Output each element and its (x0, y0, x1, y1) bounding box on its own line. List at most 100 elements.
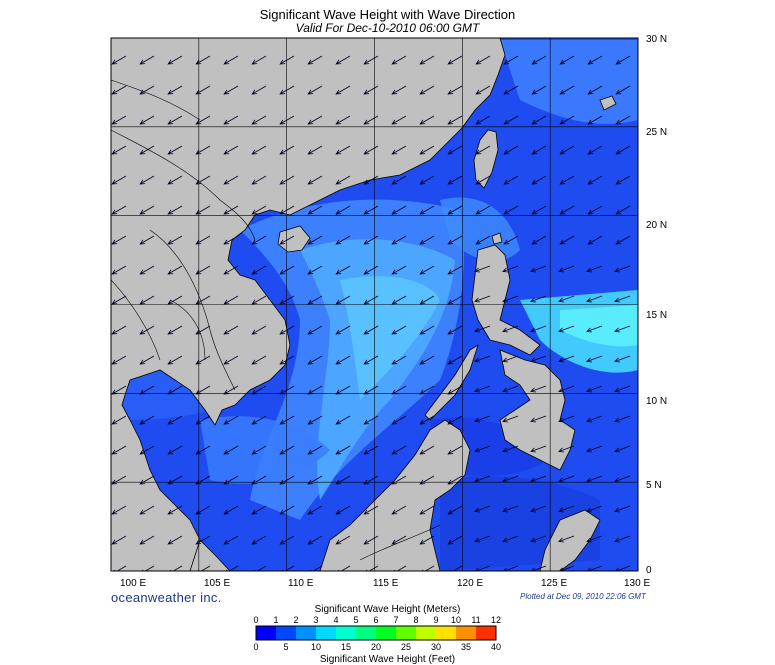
wave-arrow (475, 205, 491, 215)
wave-arrow (363, 475, 379, 485)
wave-arrow (559, 235, 575, 245)
wave-arrow (558, 475, 575, 483)
wave-arrow (615, 235, 631, 245)
wave-arrow (391, 265, 407, 275)
wave-arrow (307, 445, 323, 455)
wave-arrow (139, 175, 155, 185)
colorbar-meters-tick: 5 (353, 615, 359, 625)
wave-arrow (587, 115, 603, 125)
wave-arrow (307, 505, 323, 515)
wave-arrow (223, 145, 239, 155)
lat-label-20: 20 N (646, 220, 667, 231)
wave-arrow (251, 385, 267, 395)
wave-arrow (559, 145, 575, 155)
wave-arrow (195, 205, 211, 215)
wave-arrow (502, 355, 519, 363)
colorbar-swatch (356, 626, 377, 640)
wave-arrow (474, 355, 491, 363)
wave-arrow (558, 325, 575, 333)
wave-arrow (586, 325, 603, 333)
wave-arrow (615, 115, 631, 125)
wave-arrow (335, 145, 351, 155)
wave-arrow (558, 535, 575, 543)
wave-arrow (614, 535, 631, 543)
wave-arrow (363, 445, 379, 455)
wave-arrow (558, 265, 575, 273)
colorbar-swatch (476, 626, 497, 640)
wave-arrow (614, 475, 631, 483)
wave-arrow (195, 85, 211, 95)
wave-arrow (474, 505, 491, 513)
wave-arrow (447, 325, 463, 335)
wave-arrow (615, 55, 631, 65)
wave-arrow (139, 505, 155, 515)
wave-arrow (167, 205, 183, 215)
wave-arrow (223, 265, 239, 275)
wave-arrow (474, 535, 491, 543)
wave-arrow (195, 295, 211, 305)
lat-label-15: 15 N (646, 310, 667, 321)
wave-arrow (139, 445, 155, 455)
wave-arrow (558, 295, 575, 303)
colorbar-frame (255, 625, 497, 641)
wave-arrow (167, 235, 183, 245)
wave-arrow (475, 145, 491, 155)
wave-arrow (530, 415, 547, 423)
colorbar-swatch (276, 626, 297, 640)
lat-label-25: 25 N (646, 127, 667, 138)
wave-arrow (139, 265, 155, 275)
colorbar (255, 625, 497, 641)
wave-arrow (111, 415, 127, 425)
wave-arrow (475, 85, 491, 95)
wave-arrow (251, 325, 267, 335)
wave-arrow (615, 205, 631, 215)
wave-arrow (530, 325, 547, 333)
wave-arrow (558, 445, 575, 453)
wave-arrow (111, 295, 127, 305)
wave-arrow (391, 475, 407, 485)
lon-label-125: 125 E (541, 578, 567, 589)
wave-arrow (447, 85, 463, 95)
wave-arrow (167, 355, 183, 365)
wave-arrow (307, 145, 323, 155)
wave-arrow (449, 565, 463, 571)
wave-arrow (279, 205, 295, 215)
map-frame (110, 37, 639, 572)
wave-arrow (307, 355, 323, 365)
colorbar-meters-tick: 12 (490, 615, 502, 625)
brand-logo: oceanweather inc. (111, 590, 222, 605)
wave-arrow (111, 355, 127, 365)
wave-arrow (195, 505, 211, 515)
lon-label-100: 100 E (120, 578, 146, 589)
map-title: Significant Wave Height with Wave Direct… (259, 7, 516, 22)
wave-arrow (307, 235, 323, 245)
wave-arrow (614, 265, 631, 273)
wave-arrow (587, 85, 603, 95)
wave-arrow (223, 475, 239, 485)
wave-arrow (586, 475, 603, 483)
wave-arrow (195, 385, 211, 395)
colorbar-meters-tick: 11 (471, 615, 481, 625)
wave-arrow (335, 325, 351, 335)
wave-arrow (447, 505, 463, 515)
wave-arrow (475, 55, 491, 65)
wave-arrow (391, 175, 407, 185)
wave-arrow (365, 565, 379, 571)
wave-arrow (279, 475, 295, 485)
wave-arrow (251, 145, 267, 155)
wave-arrow (195, 445, 211, 455)
wave-arrow (447, 55, 463, 65)
colorbar-meters-tick: 3 (313, 615, 319, 625)
wave-arrow (167, 475, 183, 485)
wave-arrow (139, 55, 155, 65)
wave-arrow (335, 175, 351, 185)
wave-arrow (419, 85, 435, 95)
wave-arrow (197, 565, 211, 571)
wave-arrow (223, 355, 239, 365)
wave-arrow (391, 85, 407, 95)
wave-arrow (111, 535, 127, 545)
wave-arrow (307, 325, 323, 335)
wave-arrow (111, 445, 127, 455)
wave-arrow (530, 505, 547, 513)
wave-arrow (335, 55, 351, 65)
